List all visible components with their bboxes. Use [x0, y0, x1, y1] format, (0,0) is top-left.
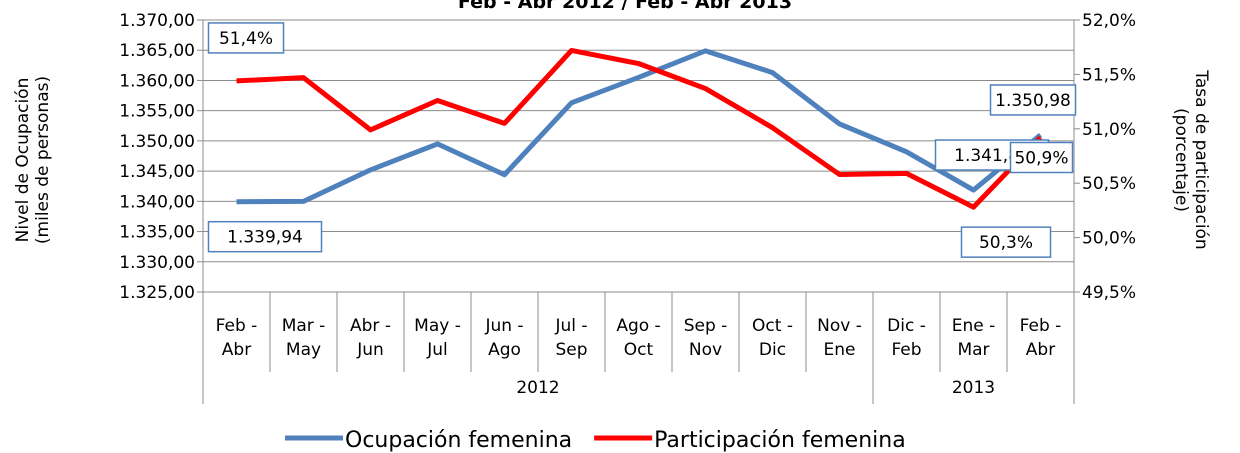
x-tick-label: Feb -Abr: [216, 316, 258, 360]
x-tick-label: Ago -Oct: [616, 316, 660, 360]
group-label: 2012: [516, 378, 559, 398]
legend-label: Ocupación femenina: [345, 428, 572, 453]
y2-tick-label: 50,0%: [1082, 229, 1136, 249]
data-label: 1.350,98: [995, 91, 1071, 111]
y2-tick-label: 52,0%: [1082, 11, 1136, 31]
series-line: [236, 47, 1043, 210]
x-tick-label: Jul -Sep: [554, 316, 587, 360]
y2-tick-label: 51,5%: [1082, 65, 1136, 85]
data-label: 1.339,94: [227, 228, 303, 248]
data-label-box: [207, 22, 285, 54]
data-label: 50,3%: [979, 233, 1033, 253]
x-tick-label: Ene -Mar: [952, 316, 996, 360]
x-tick-label: Mar -May: [282, 316, 326, 360]
y-axis-title: Nivel de Ocupación(miles de personas): [13, 76, 53, 244]
legend-label: Participación femenina: [654, 428, 906, 453]
series-line: [236, 48, 1043, 205]
y2-tick-label: 51,0%: [1082, 120, 1136, 140]
x-tick-label: Oct -Dic: [752, 316, 793, 360]
y-tick-label: 1.325,00: [119, 283, 195, 303]
x-tick-label: Nov -Ene: [817, 316, 862, 360]
y-tick-label: 1.370,00: [119, 11, 195, 31]
x-tick-label: Sep -Nov: [684, 316, 728, 360]
data-label-box: [960, 226, 1052, 258]
y-tick-label: 1.340,00: [119, 192, 195, 212]
y-tick-label: 1.360,00: [119, 71, 195, 91]
data-label-box: [1009, 141, 1074, 174]
chart-title: Feb - Abr 2012 / Feb - Abr 2013: [458, 0, 792, 13]
group-label: 2013: [952, 378, 995, 398]
x-tick-label: May -Jul: [414, 316, 461, 360]
data-label-box: [207, 220, 323, 253]
x-tick-label: Jun -Ago: [484, 316, 523, 360]
y-tick-label: 1.365,00: [119, 41, 195, 61]
y2-tick-label: 49,5%: [1082, 283, 1136, 303]
y-tick-label: 1.335,00: [119, 223, 195, 243]
y-tick-label: 1.355,00: [119, 102, 195, 122]
y2-axis-title: Tasa de participación(porcentaje): [1171, 69, 1211, 249]
data-label-box: [989, 84, 1077, 116]
x-tick-label: Feb -Abr: [1020, 316, 1062, 360]
data-label: 51,4%: [219, 29, 273, 49]
x-tick-label: Abr -Jun: [350, 316, 391, 360]
y2-tick-label: 50,5%: [1082, 174, 1136, 194]
y-tick-label: 1.345,00: [119, 162, 195, 182]
y-tick-label: 1.350,00: [119, 132, 195, 152]
data-label: 50,9%: [1014, 149, 1068, 169]
x-tick-label: Dic -Feb: [887, 316, 926, 360]
y-tick-label: 1.330,00: [119, 253, 195, 273]
